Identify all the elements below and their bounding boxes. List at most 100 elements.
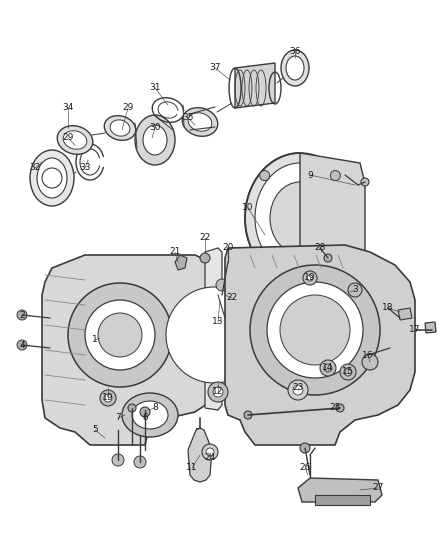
Text: 17: 17 <box>409 326 421 335</box>
Polygon shape <box>398 308 412 320</box>
Text: 28: 28 <box>314 244 326 253</box>
Text: 15: 15 <box>342 367 354 376</box>
Text: 4: 4 <box>19 341 25 350</box>
Polygon shape <box>300 153 365 283</box>
Circle shape <box>293 385 303 395</box>
Text: 5: 5 <box>92 425 98 434</box>
Text: 27: 27 <box>372 483 384 492</box>
Text: 32: 32 <box>29 164 41 173</box>
Polygon shape <box>298 478 382 502</box>
Ellipse shape <box>255 163 345 273</box>
Text: 36: 36 <box>289 47 301 56</box>
Ellipse shape <box>30 150 74 206</box>
Text: 11: 11 <box>186 464 198 472</box>
Circle shape <box>362 354 378 370</box>
Text: 20: 20 <box>223 244 234 253</box>
Circle shape <box>260 171 270 181</box>
Polygon shape <box>225 245 415 445</box>
Circle shape <box>330 171 340 181</box>
Circle shape <box>134 456 146 468</box>
Text: 2: 2 <box>19 311 25 319</box>
Circle shape <box>100 390 116 406</box>
Text: 22: 22 <box>199 233 211 243</box>
Circle shape <box>112 454 124 466</box>
Circle shape <box>320 360 336 376</box>
Circle shape <box>17 340 27 350</box>
Ellipse shape <box>37 158 67 198</box>
Text: 18: 18 <box>382 303 394 312</box>
Circle shape <box>200 253 210 263</box>
Text: 19: 19 <box>304 273 316 282</box>
Circle shape <box>250 265 380 395</box>
Text: 29: 29 <box>62 133 74 142</box>
Text: 1: 1 <box>92 335 98 344</box>
Text: 24: 24 <box>205 454 215 463</box>
Text: 29: 29 <box>122 103 134 112</box>
Text: 30: 30 <box>149 124 161 133</box>
Ellipse shape <box>281 50 309 86</box>
Text: 7: 7 <box>115 414 121 423</box>
Ellipse shape <box>270 182 330 254</box>
Text: 3: 3 <box>352 286 358 295</box>
Text: 25: 25 <box>329 403 341 413</box>
Circle shape <box>267 282 363 378</box>
Ellipse shape <box>104 116 136 140</box>
Circle shape <box>260 255 270 265</box>
Circle shape <box>288 380 308 400</box>
Text: 33: 33 <box>79 164 91 173</box>
Text: 12: 12 <box>212 387 224 397</box>
Ellipse shape <box>182 108 218 136</box>
Text: 9: 9 <box>307 171 313 180</box>
Ellipse shape <box>143 125 167 155</box>
Circle shape <box>104 394 112 402</box>
Text: 37: 37 <box>209 63 221 72</box>
Ellipse shape <box>286 56 304 80</box>
Ellipse shape <box>245 153 355 283</box>
Text: 34: 34 <box>62 103 74 112</box>
Text: 22: 22 <box>226 294 238 303</box>
Circle shape <box>336 404 344 412</box>
Polygon shape <box>425 322 436 333</box>
Circle shape <box>280 295 350 365</box>
Circle shape <box>216 279 228 291</box>
Text: 31: 31 <box>149 84 161 93</box>
Circle shape <box>361 178 369 186</box>
Circle shape <box>85 300 155 370</box>
Circle shape <box>213 387 223 397</box>
Circle shape <box>208 382 228 402</box>
Text: 6: 6 <box>142 414 148 423</box>
Text: 23: 23 <box>292 384 304 392</box>
Polygon shape <box>42 255 215 445</box>
Text: 16: 16 <box>362 351 374 359</box>
Ellipse shape <box>57 126 93 154</box>
Circle shape <box>244 411 252 419</box>
Circle shape <box>128 404 136 412</box>
Ellipse shape <box>63 131 87 149</box>
Text: 8: 8 <box>152 403 158 413</box>
Circle shape <box>68 283 172 387</box>
Ellipse shape <box>188 113 212 131</box>
Polygon shape <box>188 428 212 482</box>
Circle shape <box>300 443 310 453</box>
Text: 35: 35 <box>182 114 194 123</box>
Circle shape <box>166 287 262 383</box>
Circle shape <box>330 255 340 265</box>
Ellipse shape <box>135 115 175 165</box>
Circle shape <box>348 283 362 297</box>
Circle shape <box>303 271 317 285</box>
Text: 26: 26 <box>299 464 311 472</box>
Circle shape <box>17 310 27 320</box>
Ellipse shape <box>110 120 130 136</box>
Circle shape <box>307 275 313 281</box>
Ellipse shape <box>132 401 168 429</box>
Circle shape <box>324 254 332 262</box>
Polygon shape <box>205 248 222 410</box>
Text: 14: 14 <box>322 364 334 373</box>
Polygon shape <box>175 255 187 270</box>
Text: 19: 19 <box>102 393 114 402</box>
Polygon shape <box>235 63 275 108</box>
Circle shape <box>340 364 356 380</box>
Circle shape <box>206 448 214 456</box>
Text: 21: 21 <box>170 247 181 256</box>
Circle shape <box>98 313 142 357</box>
